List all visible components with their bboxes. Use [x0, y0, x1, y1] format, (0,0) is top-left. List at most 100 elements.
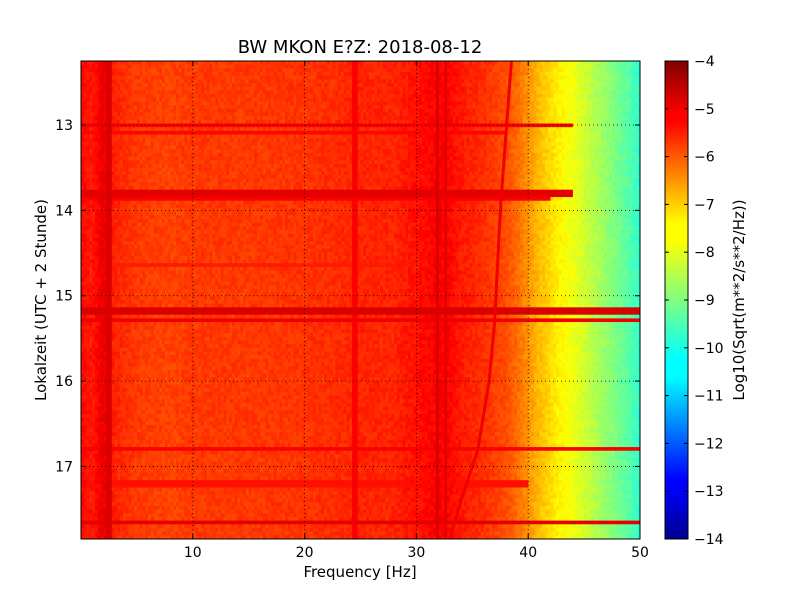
- heatmap-cell: [204, 105, 207, 109]
- heatmap-cell: [129, 109, 132, 113]
- heatmap-cell: [196, 138, 199, 142]
- heatmap-cell: [129, 72, 132, 76]
- heatmap-cell: [95, 109, 98, 113]
- heatmap-cell: [170, 131, 173, 135]
- heatmap-cell: [620, 142, 623, 146]
- heatmap-cell: [117, 142, 120, 146]
- heatmap-cell: [439, 112, 442, 116]
- heatmap-cell: [626, 116, 629, 120]
- heatmap-cell: [595, 87, 598, 91]
- heatmap-cell: [134, 101, 137, 105]
- heatmap-cell: [212, 65, 215, 69]
- heatmap-cell: [184, 65, 187, 69]
- heatmap-cell: [277, 112, 280, 116]
- heatmap-cell: [386, 61, 389, 65]
- heatmap-cell: [87, 68, 90, 72]
- heatmap-cell: [288, 79, 291, 83]
- heatmap-cell: [212, 138, 215, 142]
- heatmap-cell: [620, 124, 623, 128]
- heatmap-cell: [212, 120, 215, 124]
- heatmap-cell: [131, 61, 134, 65]
- heatmap-cell: [620, 116, 623, 120]
- heatmap-cell: [187, 65, 190, 69]
- heatmap-cell: [601, 72, 604, 76]
- heatmap-cell: [383, 61, 386, 65]
- heatmap-cell: [439, 127, 442, 131]
- heatmap-cell: [481, 146, 484, 150]
- heatmap-cell: [260, 149, 263, 153]
- heatmap-cell: [249, 98, 252, 102]
- heatmap-cell: [402, 65, 405, 69]
- heatmap-cell: [162, 105, 165, 109]
- heatmap-cell: [520, 87, 523, 91]
- heatmap-cell: [263, 109, 266, 113]
- heatmap-cell: [173, 135, 176, 139]
- heatmap-cell: [176, 65, 179, 69]
- heatmap-cell: [170, 124, 173, 128]
- heatmap-cell: [559, 87, 562, 91]
- heatmap-cell: [461, 131, 464, 135]
- heatmap-cell: [246, 135, 249, 139]
- heatmap-cell: [626, 135, 629, 139]
- heatmap-cell: [436, 149, 439, 153]
- heatmap-cell: [173, 138, 176, 142]
- heatmap-cell: [565, 68, 568, 72]
- heatmap-cell: [352, 109, 355, 113]
- heatmap-cell: [486, 72, 489, 76]
- heatmap-cell: [193, 127, 196, 131]
- heatmap-cell: [478, 138, 481, 142]
- heatmap-cell: [274, 101, 277, 105]
- heatmap-cell: [232, 120, 235, 124]
- heatmap-cell: [254, 127, 257, 131]
- heatmap-cell: [240, 98, 243, 102]
- heatmap-cell: [606, 76, 609, 80]
- heatmap-cell: [481, 101, 484, 105]
- heatmap-cell: [453, 142, 456, 146]
- heatmap-cell: [612, 105, 615, 109]
- heatmap-cell: [254, 83, 257, 87]
- heatmap-cell: [215, 79, 218, 83]
- heatmap-cell: [126, 90, 129, 94]
- heatmap-cell: [397, 135, 400, 139]
- heatmap-cell: [84, 65, 87, 69]
- heatmap-cell: [422, 72, 425, 76]
- heatmap-cell: [444, 101, 447, 105]
- heatmap-cell: [528, 149, 531, 153]
- heatmap-cell: [313, 116, 316, 120]
- heatmap-cell: [341, 109, 344, 113]
- heatmap-cell: [584, 138, 587, 142]
- heatmap-cell: [260, 135, 263, 139]
- heatmap-cell: [414, 135, 417, 139]
- heatmap-cell: [453, 109, 456, 113]
- heatmap-cell: [277, 135, 280, 139]
- heatmap-cell: [551, 90, 554, 94]
- heatmap-cell: [486, 138, 489, 142]
- heatmap-cell: [204, 72, 207, 76]
- heatmap-cell: [436, 83, 439, 87]
- heatmap-cell: [525, 68, 528, 72]
- heatmap-cell: [123, 98, 126, 102]
- heatmap-cell: [618, 146, 621, 150]
- heatmap-cell: [511, 142, 514, 146]
- heatmap-cell: [615, 87, 618, 91]
- heatmap-cell: [307, 112, 310, 116]
- heatmap-cell: [388, 68, 391, 72]
- heatmap-cell: [277, 65, 280, 69]
- heatmap-cell: [341, 127, 344, 131]
- heatmap-cell: [604, 138, 607, 142]
- heatmap-cell: [84, 90, 87, 94]
- heatmap-cell: [330, 138, 333, 142]
- heatmap-cell: [321, 124, 324, 128]
- heatmap-cell: [425, 124, 428, 128]
- heatmap-cell: [229, 149, 232, 153]
- heatmap-cell: [422, 138, 425, 142]
- heatmap-cell: [361, 120, 364, 124]
- heatmap-cell: [324, 98, 327, 102]
- heatmap-cell: [358, 68, 361, 72]
- heatmap-cell: [115, 124, 118, 128]
- heatmap-cell: [620, 112, 623, 116]
- heatmap-cell: [235, 124, 238, 128]
- heatmap-cell: [453, 135, 456, 139]
- heatmap-cell: [252, 135, 255, 139]
- heatmap-cell: [277, 101, 280, 105]
